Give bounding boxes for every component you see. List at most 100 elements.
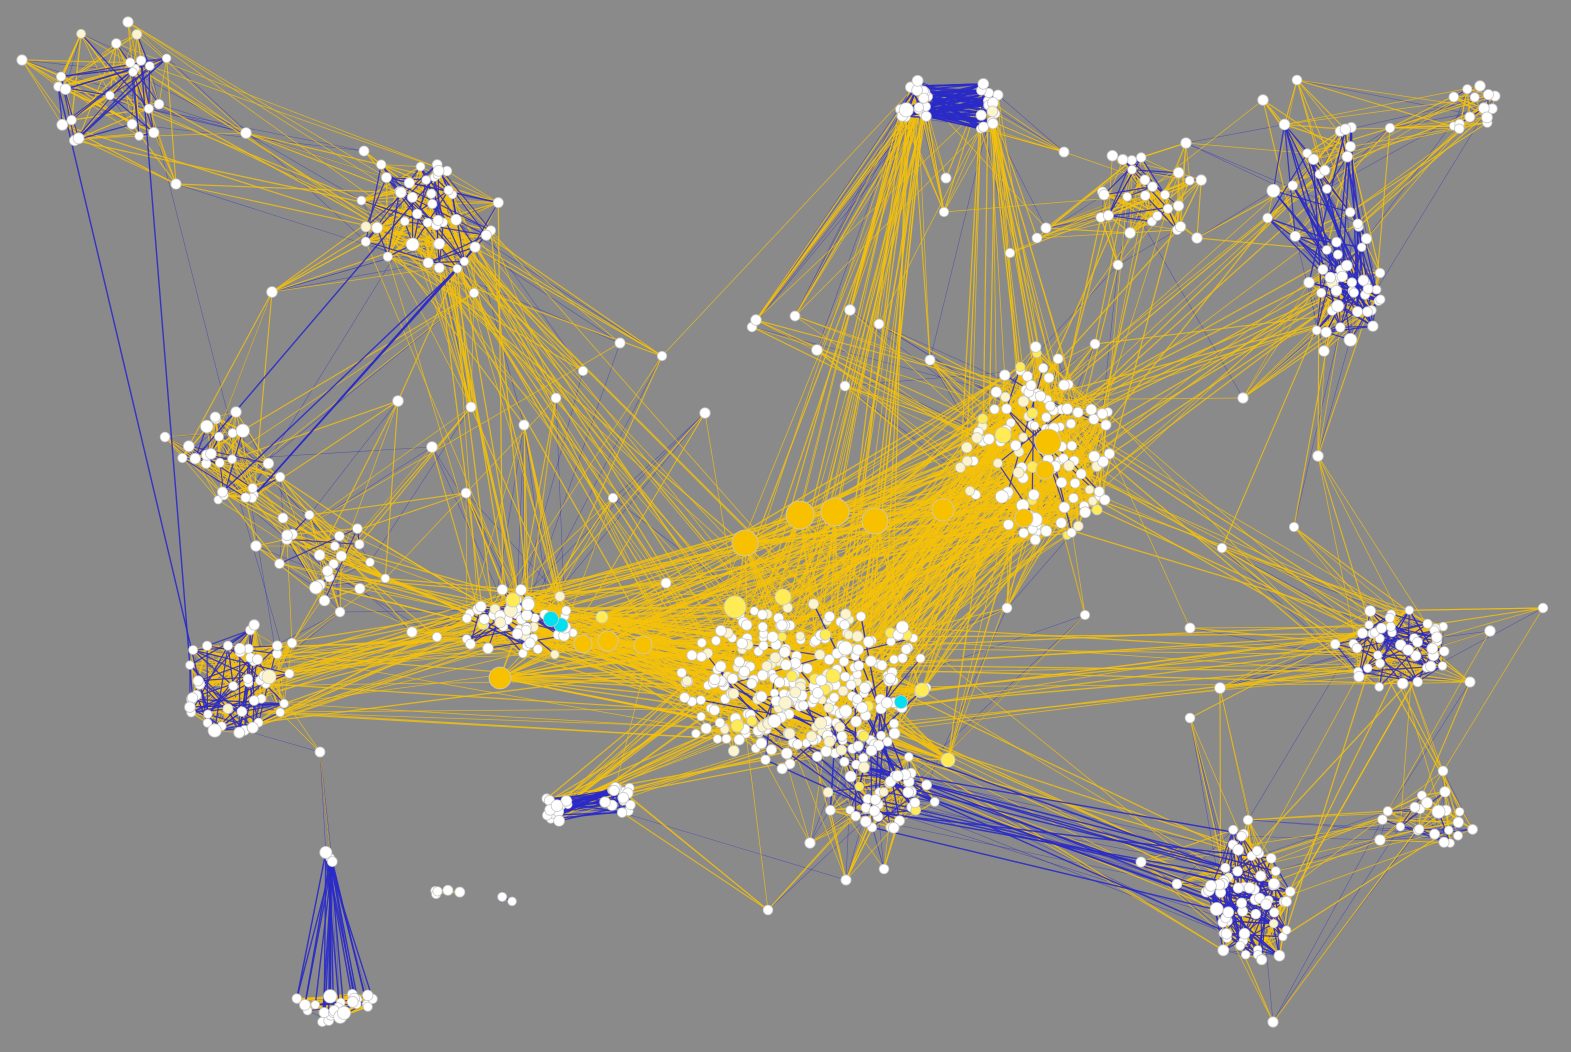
graph-node[interactable] <box>376 159 387 170</box>
graph-node[interactable] <box>227 454 237 465</box>
graph-node[interactable] <box>1331 299 1345 313</box>
graph-node[interactable] <box>845 805 855 815</box>
graph-node[interactable] <box>856 701 868 714</box>
graph-node[interactable] <box>1312 450 1324 462</box>
graph-node[interactable] <box>468 287 480 299</box>
hub-node[interactable] <box>1035 460 1055 480</box>
graph-node[interactable] <box>321 565 334 577</box>
graph-node[interactable] <box>314 746 326 758</box>
graph-node[interactable] <box>1040 222 1052 234</box>
graph-node[interactable] <box>1001 602 1013 614</box>
graph-node[interactable] <box>1034 390 1047 402</box>
graph-node[interactable] <box>1316 287 1327 298</box>
graph-node[interactable] <box>524 637 536 649</box>
graph-node[interactable] <box>757 609 768 620</box>
graph-node[interactable] <box>773 676 786 689</box>
graph-node[interactable] <box>983 433 995 445</box>
graph-node[interactable] <box>1462 84 1473 95</box>
graph-node[interactable] <box>911 74 924 87</box>
graph-node[interactable] <box>1255 870 1267 882</box>
graph-node[interactable] <box>920 110 932 122</box>
graph-node[interactable] <box>714 717 726 728</box>
graph-node[interactable] <box>1015 361 1026 373</box>
graph-node[interactable] <box>852 643 864 656</box>
graph-node[interactable] <box>721 733 732 744</box>
graph-node[interactable] <box>465 638 476 650</box>
graph-node[interactable] <box>234 642 246 655</box>
graph-node[interactable] <box>1384 122 1396 134</box>
graph-node[interactable] <box>696 651 707 662</box>
graph-node[interactable] <box>838 656 850 667</box>
graph-node[interactable] <box>876 730 886 741</box>
graph-node[interactable] <box>577 365 589 377</box>
graph-node[interactable] <box>240 492 251 503</box>
graph-node[interactable] <box>808 598 820 610</box>
graph-node[interactable] <box>1174 221 1187 233</box>
graph-node[interactable] <box>122 16 134 28</box>
graph-node[interactable] <box>1025 379 1037 391</box>
graph-node[interactable] <box>328 558 339 570</box>
graph-node[interactable] <box>356 195 367 206</box>
graph-node[interactable] <box>1100 419 1112 431</box>
graph-node[interactable] <box>360 236 371 247</box>
graph-node[interactable] <box>518 648 528 659</box>
graph-node[interactable] <box>733 656 745 668</box>
graph-node[interactable] <box>277 512 289 524</box>
graph-node[interactable] <box>1112 259 1124 271</box>
graph-node[interactable] <box>358 145 370 157</box>
graph-node[interactable] <box>873 318 885 330</box>
graph-node[interactable] <box>228 681 239 691</box>
graph-node[interactable] <box>1402 644 1414 656</box>
graph-node[interactable] <box>319 845 333 859</box>
graph-node[interactable] <box>881 696 893 709</box>
hub-node[interactable] <box>931 498 955 522</box>
graph-node[interactable] <box>1343 333 1358 347</box>
graph-node[interactable] <box>395 186 407 199</box>
graph-node[interactable] <box>1364 605 1377 617</box>
graph-node[interactable] <box>1422 618 1433 629</box>
graph-node[interactable] <box>888 727 901 740</box>
graph-node[interactable] <box>1482 89 1494 101</box>
hub-node[interactable] <box>861 507 889 535</box>
graph-node[interactable] <box>561 605 572 616</box>
graph-node[interactable] <box>696 711 706 722</box>
graph-node[interactable] <box>217 486 228 498</box>
graph-node[interactable] <box>1055 517 1067 529</box>
graph-node[interactable] <box>1017 395 1030 408</box>
graph-node[interactable] <box>1429 828 1441 840</box>
graph-node[interactable] <box>858 753 869 764</box>
graph-node[interactable] <box>738 665 751 678</box>
graph-node[interactable] <box>392 395 404 407</box>
graph-node[interactable] <box>271 640 283 652</box>
graph-node[interactable] <box>1066 440 1078 451</box>
graph-node[interactable] <box>614 337 626 349</box>
graph-node[interactable] <box>427 198 438 210</box>
graph-node[interactable] <box>105 90 115 101</box>
graph-node[interactable] <box>426 188 437 199</box>
graph-node[interactable] <box>1362 283 1374 295</box>
graph-node[interactable] <box>1228 824 1239 835</box>
graph-node[interactable] <box>776 619 788 631</box>
graph-node[interactable] <box>415 161 426 172</box>
graph-node[interactable] <box>1320 326 1332 338</box>
graph-node[interactable] <box>708 673 721 686</box>
graph-node[interactable] <box>727 673 739 685</box>
graph-node[interactable] <box>313 549 326 561</box>
graph-node[interactable] <box>1068 492 1079 504</box>
graph-node[interactable] <box>236 706 248 717</box>
graph-node[interactable] <box>1069 477 1081 489</box>
graph-node[interactable] <box>275 707 285 718</box>
graph-node[interactable] <box>432 164 445 177</box>
graph-node[interactable] <box>1041 412 1052 423</box>
graph-node[interactable] <box>131 29 143 40</box>
graph-node[interactable] <box>838 640 853 656</box>
graph-node[interactable] <box>1058 379 1070 391</box>
graph-node[interactable] <box>511 628 524 640</box>
graph-node[interactable] <box>783 727 796 740</box>
graph-node[interactable] <box>1285 886 1296 897</box>
hub-node[interactable] <box>731 529 759 557</box>
graph-node[interactable] <box>1029 421 1040 431</box>
graph-node[interactable] <box>318 594 331 607</box>
graph-node[interactable] <box>1311 325 1322 336</box>
